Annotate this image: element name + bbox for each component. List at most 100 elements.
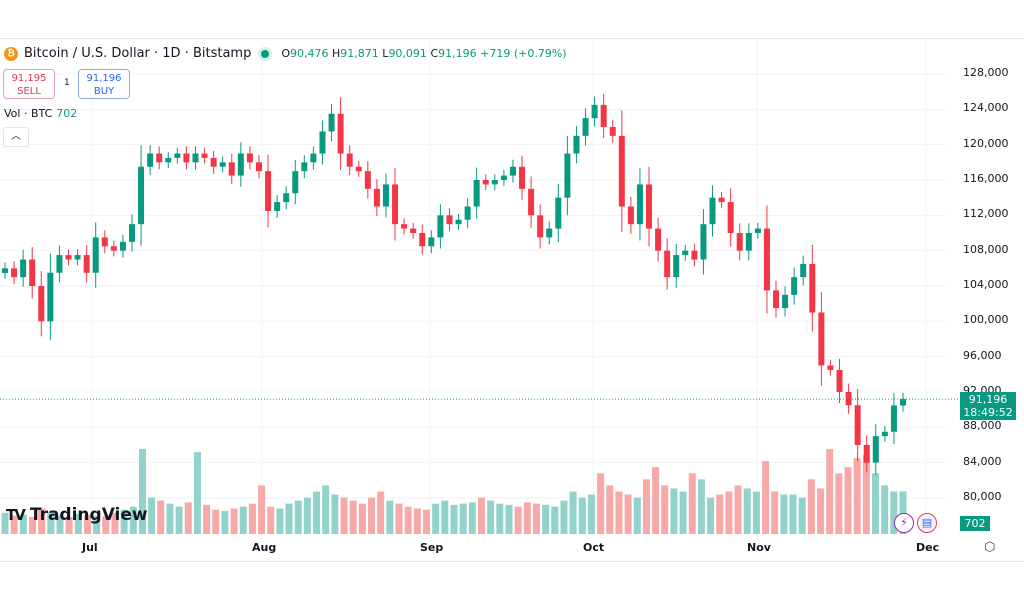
volume-bar [203,504,211,534]
volume-bar [129,506,137,534]
candle-body [382,184,389,207]
price-tick-label: 128,000 [963,66,1009,79]
candle-body [609,127,616,136]
candle-body [718,197,725,203]
sell-button[interactable]: 91,195 SELL [3,69,55,99]
volume-bar [276,508,284,534]
lightning-event-icon[interactable]: ⚡ [894,513,914,533]
symbol-legend: ₿ Bitcoin / U.S. Dollar · 1D · Bitstamp … [4,46,567,61]
candle-body [65,255,72,260]
candlestick-chart[interactable] [0,39,1024,561]
bitcoin-icon: ₿ [4,46,18,61]
price-tick-label: 120,000 [963,136,1009,150]
candle-body [410,228,417,233]
candle-body [800,263,807,278]
candle-body [482,180,489,185]
price-tick-label: 96,000 [963,348,1002,362]
candle-body [555,197,562,229]
candle-body [564,153,571,198]
volume-bar [120,509,128,534]
candle-body [292,171,299,194]
candle-body [591,104,598,119]
volume-legend[interactable]: Vol · BTC 702 [4,107,77,120]
price-tick-label: 80,000 [963,489,1002,503]
time-tick-label: Aug [252,541,277,554]
price-tick-label: 84,000 [963,454,1002,468]
candle-body [265,171,272,211]
candle-body [346,153,353,167]
candle-body [455,219,462,225]
volume-bar [47,512,55,534]
volume-bar [881,485,889,534]
candle-body [600,104,607,127]
volume-bar [450,504,458,534]
candle-body [736,233,743,251]
volume-bar [505,504,513,534]
volume-bar [743,488,751,534]
volume-bar [826,449,834,534]
volume-bar [532,503,540,534]
candle-body [355,166,362,172]
symbol-title[interactable]: Bitcoin / U.S. Dollar · 1D · Bitstamp [24,46,252,61]
candle-body [682,250,689,256]
candle-body [228,162,235,176]
volume-bar [10,515,18,534]
tradingview-logo[interactable]: TV TradingView [6,505,148,525]
volume-bar [468,502,476,534]
volume-bar [624,494,632,534]
candle-body [473,180,480,207]
candle-body [128,224,135,242]
time-tick-label: Dec [916,541,940,554]
volume-bar [890,491,898,534]
candle-body [47,272,54,322]
volume-bar [716,494,724,534]
volume-bar [798,497,806,534]
volume-bar [38,508,46,534]
settings-gear-icon[interactable]: ⬡ [984,540,996,555]
volume-bar [807,479,815,534]
candle-body [210,157,217,167]
ohlc-values: O90,476 H91,871 L90,091 C91,196 +719 (+0… [281,47,567,60]
volume-bar [111,512,119,534]
candle-body [655,228,662,251]
candle-body [773,290,780,309]
volume-bar [872,473,880,534]
volume-bar [221,510,229,534]
volume-bar [789,494,797,534]
time-tick-label: Jul [82,541,98,554]
candle-body [274,202,281,211]
candle-body [192,153,199,163]
volume-bar [734,485,742,534]
volume-bar [496,503,504,534]
candle-body [863,445,870,463]
last-price-tag: 91,196 18:49:52 [960,392,1016,420]
volume-bar [166,503,174,534]
candle-body [881,431,888,437]
candle-body [2,268,8,274]
chart-pane[interactable] [0,38,1024,562]
volume-bar [212,509,220,534]
volume-bar [642,479,650,534]
candle-body [83,255,90,273]
volume-bar [707,497,715,534]
candle-body [727,202,734,233]
candle-body [673,255,680,278]
volume-bar [752,491,760,534]
buy-button[interactable]: 91,196 BUY [78,69,130,99]
buy-price: 91,196 [86,73,122,84]
candle-body [791,277,798,295]
candle-body [573,135,580,154]
volume-bar [771,491,779,534]
volume-bar [230,508,238,534]
candle-body [92,237,99,273]
us-flag-event-icon[interactable]: ▤ [917,513,937,533]
volume-bar [294,500,302,534]
candle-body [174,153,181,158]
sell-price: 91,195 [11,73,47,84]
volume-bar [551,506,559,534]
volume-bar [542,504,550,534]
volume-bar [853,458,861,534]
volume-bar [331,494,339,534]
candle-body [528,188,535,216]
chevron-up-icon[interactable]: ︿ [3,127,29,147]
